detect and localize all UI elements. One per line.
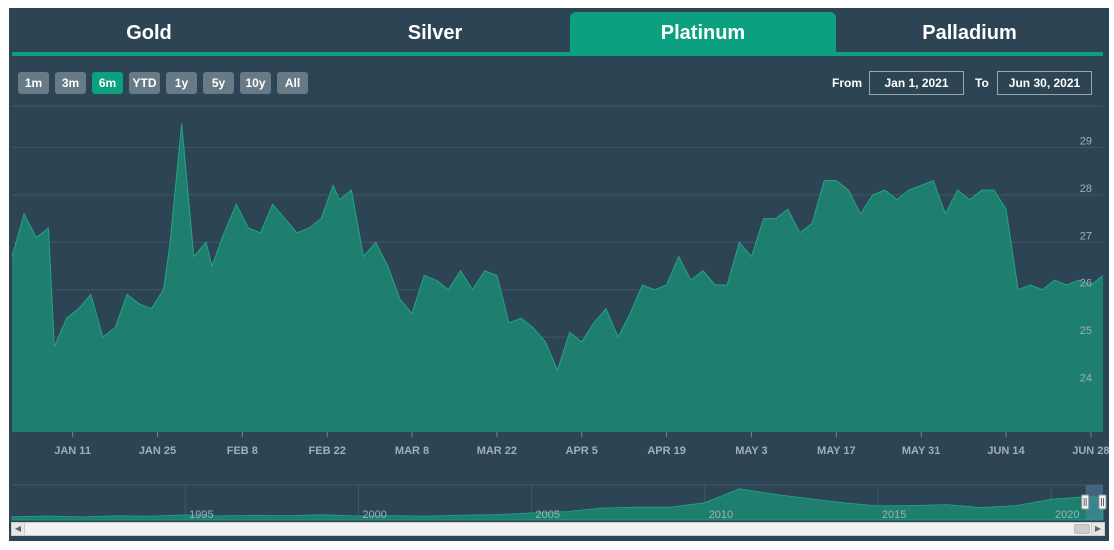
range-button-all[interactable]: All	[277, 72, 308, 94]
x-tick-label: JUN 28	[1072, 445, 1109, 457]
scroll-left-arrow-icon[interactable]: ◀	[12, 523, 25, 535]
navigator[interactable]: 1995 2000 2005 2010 2015 2020	[9, 483, 1109, 521]
y-tick-label: 29	[1080, 135, 1092, 147]
navigator-handles[interactable]	[1081, 485, 1107, 520]
navigator-selection[interactable]	[1085, 485, 1103, 520]
navigator-year-label: 2020	[1055, 509, 1079, 521]
range-button-6m[interactable]: 6m	[92, 72, 123, 94]
price-chart: 24 25 26 27 28 29 JAN 11 JAN 25 FEB 8 FEB 22 MAR …	[11, 105, 1109, 457]
scroll-right-arrow-icon[interactable]: ▶	[1091, 523, 1104, 535]
x-tick-label: JUN 14	[987, 445, 1025, 457]
navigator-year-label: 2005	[536, 509, 560, 521]
y-tick-label: 28	[1080, 183, 1092, 195]
range-button-1m[interactable]: 1m	[18, 72, 49, 94]
series-area	[11, 123, 1104, 432]
tab-silver[interactable]: Silver	[407, 22, 463, 44]
navigator-right-handle[interactable]	[1098, 494, 1107, 510]
x-tick-label: APR 19	[647, 445, 686, 457]
x-tick-label: MAR 8	[395, 445, 429, 457]
chart-frame: Gold Silver Platinum Palladium 1m 3m 6m …	[9, 8, 1109, 541]
from-date-input[interactable]	[869, 71, 964, 95]
x-tick-label: JAN 11	[54, 445, 91, 457]
y-axis-labels: 24 25 26 27 28 29	[1080, 135, 1092, 384]
scrollbar-thumb[interactable]	[1074, 524, 1090, 534]
x-tick-label: MAY 31	[902, 445, 941, 457]
y-tick-label: 25	[1080, 325, 1092, 337]
metal-tabs: Gold Silver Platinum Palladium	[12, 12, 1103, 52]
y-tick-label: 26	[1080, 278, 1092, 290]
range-button-5y[interactable]: 5y	[203, 72, 234, 94]
x-tick-label: MAY 17	[817, 445, 856, 457]
series-line	[11, 123, 1104, 372]
navigator-year-label: 1995	[189, 509, 213, 521]
to-date-input[interactable]	[997, 71, 1092, 95]
x-tick-label: MAR 22	[477, 445, 517, 457]
x-tick-label: JAN 25	[139, 445, 176, 457]
x-tick-label: FEB 22	[309, 445, 346, 457]
navigator-year-labels: 1995 2000 2005 2010 2015 2020	[189, 509, 1079, 521]
tab-palladium[interactable]: Palladium	[922, 22, 1017, 44]
y-tick-label: 24	[1080, 373, 1092, 385]
y-tick-label: 27	[1080, 230, 1092, 242]
to-label: To	[975, 76, 989, 90]
navigator-area	[11, 488, 1104, 521]
scrollbar[interactable]: ◀ ▶	[11, 522, 1105, 536]
series-area-fill	[12, 123, 1103, 432]
range-button-ytd[interactable]: YTD	[129, 72, 160, 94]
x-axis-labels: JAN 11 JAN 25 FEB 8 FEB 22 MAR 8 MAR 22 APR 5 A…	[54, 432, 1109, 457]
x-tick-label: MAY 3	[735, 445, 767, 457]
navigator-year-label: 2010	[709, 509, 733, 521]
from-label: From	[832, 76, 862, 90]
x-tick-label: APR 5	[566, 445, 598, 457]
navigator-left-handle[interactable]	[1081, 494, 1090, 510]
range-button-3m[interactable]: 3m	[55, 72, 86, 94]
navigator-year-label: 2015	[882, 509, 906, 521]
x-tick-label: FEB 8	[227, 445, 258, 457]
tab-underline	[12, 52, 1103, 56]
navigator-series	[11, 488, 1104, 521]
tab-platinum[interactable]: Platinum	[570, 12, 836, 52]
range-button-10y[interactable]: 10y	[240, 72, 271, 94]
range-button-1y[interactable]: 1y	[166, 72, 197, 94]
navigator-year-label: 2000	[362, 509, 386, 521]
tab-gold[interactable]: Gold	[126, 22, 172, 44]
